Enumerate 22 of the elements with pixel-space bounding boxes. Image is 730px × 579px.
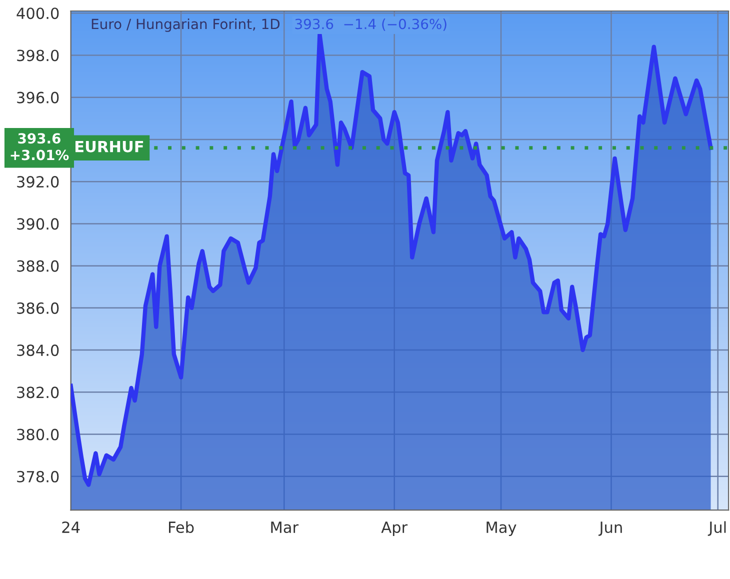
y-tick-label: 396.0 bbox=[17, 92, 59, 104]
chart-subtitle: 393.6 −1.4 (−0.36%) bbox=[295, 18, 446, 31]
y-tick-label: 386.0 bbox=[17, 302, 59, 314]
y-tick-label: 378.0 bbox=[17, 470, 59, 482]
y-tick-label: 390.0 bbox=[17, 218, 59, 230]
x-tick-label: Apr bbox=[381, 522, 408, 536]
x-tick-label: May bbox=[486, 522, 516, 536]
y-tick-label: 392.0 bbox=[17, 176, 59, 188]
y-tick-label: 384.0 bbox=[17, 344, 59, 356]
x-tick-label: Feb bbox=[169, 521, 194, 534]
y-tick-label: 382.0 bbox=[17, 386, 59, 398]
x-tick-label: Jun bbox=[598, 522, 622, 536]
y-tick-label: 398.0 bbox=[17, 50, 59, 62]
x-tick-label: Jul bbox=[708, 521, 726, 536]
y-tick-label: 400.0 bbox=[16, 8, 59, 20]
x-tick-label: 24 bbox=[62, 521, 80, 533]
y-tick-label: 388.0 bbox=[17, 260, 59, 272]
text: Euro / Hungarian Forint, 1D bbox=[92, 18, 280, 32]
text: 393.6 +3.01% bbox=[10, 133, 69, 160]
ref-line-label: EURHUF bbox=[76, 140, 144, 152]
x-tick-label: Mar bbox=[271, 522, 299, 534]
y-tick-label: 380.0 bbox=[17, 428, 59, 440]
